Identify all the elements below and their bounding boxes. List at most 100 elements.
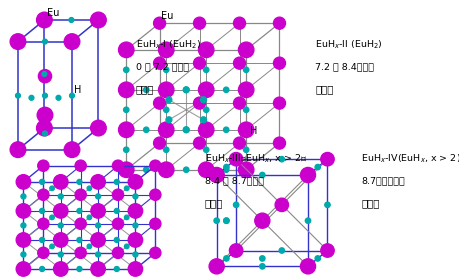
Circle shape [118, 162, 134, 177]
Circle shape [133, 252, 138, 257]
Circle shape [37, 107, 53, 123]
Circle shape [38, 247, 49, 259]
Circle shape [124, 244, 129, 249]
Circle shape [29, 95, 34, 100]
Circle shape [229, 244, 242, 257]
Circle shape [229, 152, 242, 166]
Circle shape [112, 160, 123, 171]
Circle shape [118, 42, 134, 58]
Circle shape [75, 247, 86, 259]
Circle shape [223, 256, 229, 261]
Text: 0 ～ 7.2 万気圧: 0 ～ 7.2 万気圧 [135, 63, 188, 71]
Circle shape [87, 244, 91, 249]
Circle shape [273, 17, 285, 29]
Circle shape [95, 223, 101, 228]
Circle shape [314, 164, 320, 170]
Circle shape [123, 107, 129, 112]
Circle shape [128, 204, 142, 218]
Circle shape [193, 97, 205, 109]
Circle shape [153, 97, 165, 109]
Text: H: H [74, 85, 82, 95]
Circle shape [58, 223, 63, 228]
Text: 正方晶: 正方晶 [204, 198, 223, 208]
Circle shape [75, 189, 86, 200]
Circle shape [91, 175, 105, 189]
Circle shape [38, 70, 51, 83]
Circle shape [39, 179, 45, 184]
Circle shape [158, 82, 174, 98]
Circle shape [243, 107, 248, 112]
Circle shape [91, 262, 105, 276]
Circle shape [193, 57, 205, 69]
Circle shape [238, 162, 253, 177]
Circle shape [50, 244, 54, 249]
Circle shape [254, 213, 269, 228]
Circle shape [43, 131, 47, 136]
Text: 六方晶: 六方晶 [314, 84, 333, 94]
Circle shape [163, 107, 168, 112]
Circle shape [163, 147, 168, 152]
Circle shape [10, 34, 26, 49]
Circle shape [223, 164, 229, 170]
Circle shape [324, 202, 330, 207]
Circle shape [320, 244, 333, 257]
Circle shape [114, 208, 119, 214]
Circle shape [75, 218, 86, 229]
Circle shape [16, 233, 31, 247]
Circle shape [38, 218, 49, 229]
Circle shape [259, 264, 264, 269]
Circle shape [128, 175, 142, 189]
Circle shape [183, 167, 189, 172]
Circle shape [203, 147, 208, 152]
Circle shape [114, 179, 119, 184]
Circle shape [118, 82, 134, 98]
Text: H: H [250, 126, 257, 136]
Circle shape [183, 127, 189, 132]
Circle shape [243, 67, 248, 73]
Circle shape [223, 87, 229, 93]
Circle shape [58, 194, 63, 199]
Circle shape [133, 223, 138, 228]
Circle shape [53, 175, 68, 189]
Circle shape [233, 57, 245, 69]
Circle shape [223, 218, 229, 223]
Circle shape [87, 215, 91, 220]
Circle shape [91, 204, 105, 218]
Circle shape [223, 167, 229, 172]
Circle shape [163, 67, 168, 73]
Circle shape [118, 122, 134, 138]
Circle shape [16, 204, 31, 218]
Circle shape [90, 12, 106, 28]
Circle shape [233, 97, 245, 109]
Circle shape [150, 218, 161, 229]
Circle shape [133, 194, 138, 199]
Circle shape [53, 262, 68, 276]
Circle shape [64, 34, 79, 49]
Circle shape [112, 218, 123, 229]
Text: 正方晶: 正方晶 [360, 198, 379, 208]
Circle shape [53, 204, 68, 218]
Circle shape [124, 186, 129, 190]
Circle shape [233, 137, 245, 149]
Circle shape [58, 252, 63, 257]
Text: EuH$_x$-I (EuH$_2$): EuH$_x$-I (EuH$_2$) [135, 38, 200, 51]
Circle shape [39, 208, 45, 214]
Circle shape [43, 39, 47, 44]
Circle shape [158, 162, 174, 177]
Circle shape [233, 17, 245, 29]
Circle shape [198, 42, 213, 58]
Circle shape [75, 160, 86, 171]
Circle shape [38, 189, 49, 200]
Circle shape [274, 198, 288, 212]
Text: Eu: Eu [47, 8, 59, 18]
Circle shape [37, 120, 52, 136]
Circle shape [183, 87, 189, 93]
Circle shape [69, 93, 74, 98]
Circle shape [150, 247, 161, 259]
Circle shape [37, 12, 52, 28]
Circle shape [128, 262, 142, 276]
Circle shape [128, 233, 142, 247]
Circle shape [158, 42, 174, 58]
Circle shape [123, 147, 129, 152]
Circle shape [153, 17, 165, 29]
